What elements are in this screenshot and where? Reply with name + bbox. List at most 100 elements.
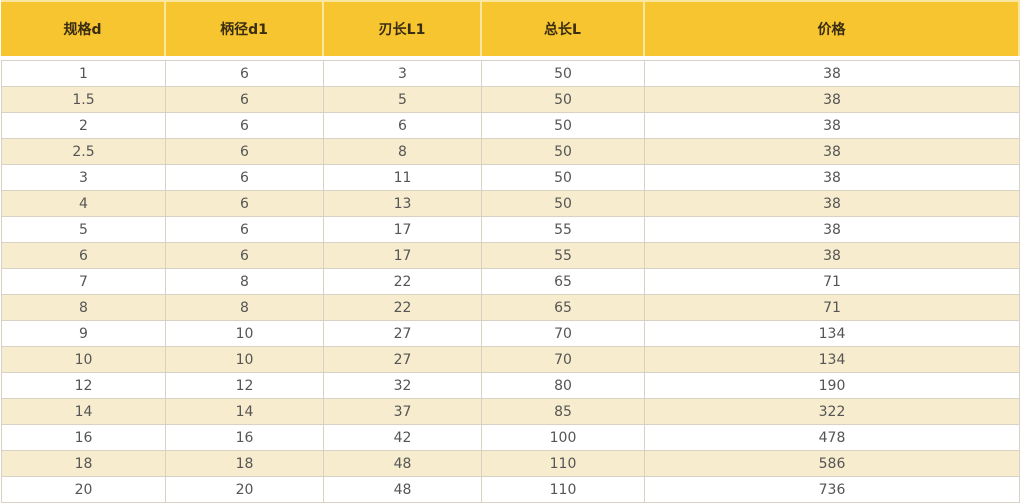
cell-shank-d1: 10 [165, 346, 324, 373]
header-total-length-l: 总长L [480, 0, 645, 56]
cell-spec-d: 9 [1, 320, 166, 347]
cell-shank-d1: 6 [165, 112, 324, 139]
header-spec-d: 规格d [1, 0, 166, 56]
cell-price: 190 [644, 372, 1020, 399]
cell-flute-length-l1: 22 [323, 268, 482, 295]
cell-flute-length-l1: 37 [323, 398, 482, 425]
cell-spec-d: 5 [1, 216, 166, 243]
cell-price: 134 [644, 346, 1020, 373]
cell-price: 38 [644, 190, 1020, 217]
table-header: 规格d 柄径d1 刃长L1 总长L 价格 [1, 0, 1020, 56]
cell-price: 586 [644, 450, 1020, 477]
cell-price: 322 [644, 398, 1020, 425]
cell-price: 736 [644, 476, 1020, 503]
cell-shank-d1: 6 [165, 164, 324, 191]
cell-spec-d: 3 [1, 164, 166, 191]
cell-total-length-l: 50 [481, 190, 645, 217]
cell-flute-length-l1: 22 [323, 294, 482, 321]
header-shank-d1: 柄径d1 [164, 0, 324, 56]
table-row: 10 10 27 70 134 [1, 346, 1020, 373]
table-row: 3 6 11 50 38 [1, 164, 1020, 191]
cell-shank-d1: 12 [165, 372, 324, 399]
table-body: 1 6 3 50 38 1.5 6 5 50 38 2 6 6 50 38 2.5 6 8 50 38 3 6 11 50 38… [1, 60, 1020, 503]
table-row: 4 6 13 50 38 [1, 190, 1020, 217]
cell-shank-d1: 20 [165, 476, 324, 503]
cell-shank-d1: 18 [165, 450, 324, 477]
header-flute-length-l1: 刃长L1 [322, 0, 482, 56]
cell-flute-length-l1: 6 [323, 112, 482, 139]
cell-total-length-l: 55 [481, 242, 645, 269]
table-row: 9 10 27 70 134 [1, 320, 1020, 347]
cell-flute-length-l1: 3 [323, 60, 482, 87]
cell-price: 38 [644, 216, 1020, 243]
table-row: 1 6 3 50 38 [1, 60, 1020, 87]
table-row: 2.5 6 8 50 38 [1, 138, 1020, 165]
table-row: 5 6 17 55 38 [1, 216, 1020, 243]
cell-total-length-l: 80 [481, 372, 645, 399]
cell-spec-d: 2 [1, 112, 166, 139]
cell-price: 134 [644, 320, 1020, 347]
cell-price: 38 [644, 242, 1020, 269]
cell-total-length-l: 110 [481, 476, 645, 503]
cell-total-length-l: 65 [481, 268, 645, 295]
table-row: 7 8 22 65 71 [1, 268, 1020, 295]
cell-flute-length-l1: 42 [323, 424, 482, 451]
cell-price: 38 [644, 112, 1020, 139]
cell-shank-d1: 6 [165, 60, 324, 87]
cell-shank-d1: 10 [165, 320, 324, 347]
table-row: 14 14 37 85 322 [1, 398, 1020, 425]
table-row: 8 8 22 65 71 [1, 294, 1020, 321]
cell-shank-d1: 16 [165, 424, 324, 451]
cell-price: 71 [644, 268, 1020, 295]
cell-price: 38 [644, 86, 1020, 113]
table-row: 16 16 42 100 478 [1, 424, 1020, 451]
cell-flute-length-l1: 32 [323, 372, 482, 399]
cell-total-length-l: 50 [481, 138, 645, 165]
table-row: 2 6 6 50 38 [1, 112, 1020, 139]
table-row: 12 12 32 80 190 [1, 372, 1020, 399]
cell-flute-length-l1: 48 [323, 450, 482, 477]
cell-spec-d: 6 [1, 242, 166, 269]
cell-spec-d: 1.5 [1, 86, 166, 113]
cell-spec-d: 2.5 [1, 138, 166, 165]
cell-price: 38 [644, 164, 1020, 191]
cell-price: 38 [644, 138, 1020, 165]
table-row: 20 20 48 110 736 [1, 476, 1020, 503]
cell-total-length-l: 70 [481, 320, 645, 347]
cell-spec-d: 18 [1, 450, 166, 477]
cell-flute-length-l1: 11 [323, 164, 482, 191]
cell-shank-d1: 6 [165, 242, 324, 269]
cell-total-length-l: 100 [481, 424, 645, 451]
cell-flute-length-l1: 48 [323, 476, 482, 503]
cell-price: 478 [644, 424, 1020, 451]
cell-total-length-l: 85 [481, 398, 645, 425]
cell-total-length-l: 65 [481, 294, 645, 321]
table-row: 1.5 6 5 50 38 [1, 86, 1020, 113]
cell-spec-d: 10 [1, 346, 166, 373]
cell-spec-d: 12 [1, 372, 166, 399]
cell-total-length-l: 55 [481, 216, 645, 243]
table-row: 18 18 48 110 586 [1, 450, 1020, 477]
cell-total-length-l: 50 [481, 60, 645, 87]
cell-shank-d1: 14 [165, 398, 324, 425]
cell-total-length-l: 50 [481, 86, 645, 113]
cell-flute-length-l1: 17 [323, 216, 482, 243]
cell-total-length-l: 50 [481, 112, 645, 139]
cell-spec-d: 1 [1, 60, 166, 87]
cell-price: 38 [644, 60, 1020, 87]
cell-flute-length-l1: 5 [323, 86, 482, 113]
cell-spec-d: 16 [1, 424, 166, 451]
cell-flute-length-l1: 13 [323, 190, 482, 217]
cell-flute-length-l1: 8 [323, 138, 482, 165]
cell-price: 71 [644, 294, 1020, 321]
cell-shank-d1: 8 [165, 294, 324, 321]
cell-shank-d1: 6 [165, 138, 324, 165]
cell-total-length-l: 110 [481, 450, 645, 477]
cell-total-length-l: 70 [481, 346, 645, 373]
cell-spec-d: 8 [1, 294, 166, 321]
cell-shank-d1: 6 [165, 216, 324, 243]
cell-flute-length-l1: 17 [323, 242, 482, 269]
cell-shank-d1: 8 [165, 268, 324, 295]
cell-flute-length-l1: 27 [323, 320, 482, 347]
